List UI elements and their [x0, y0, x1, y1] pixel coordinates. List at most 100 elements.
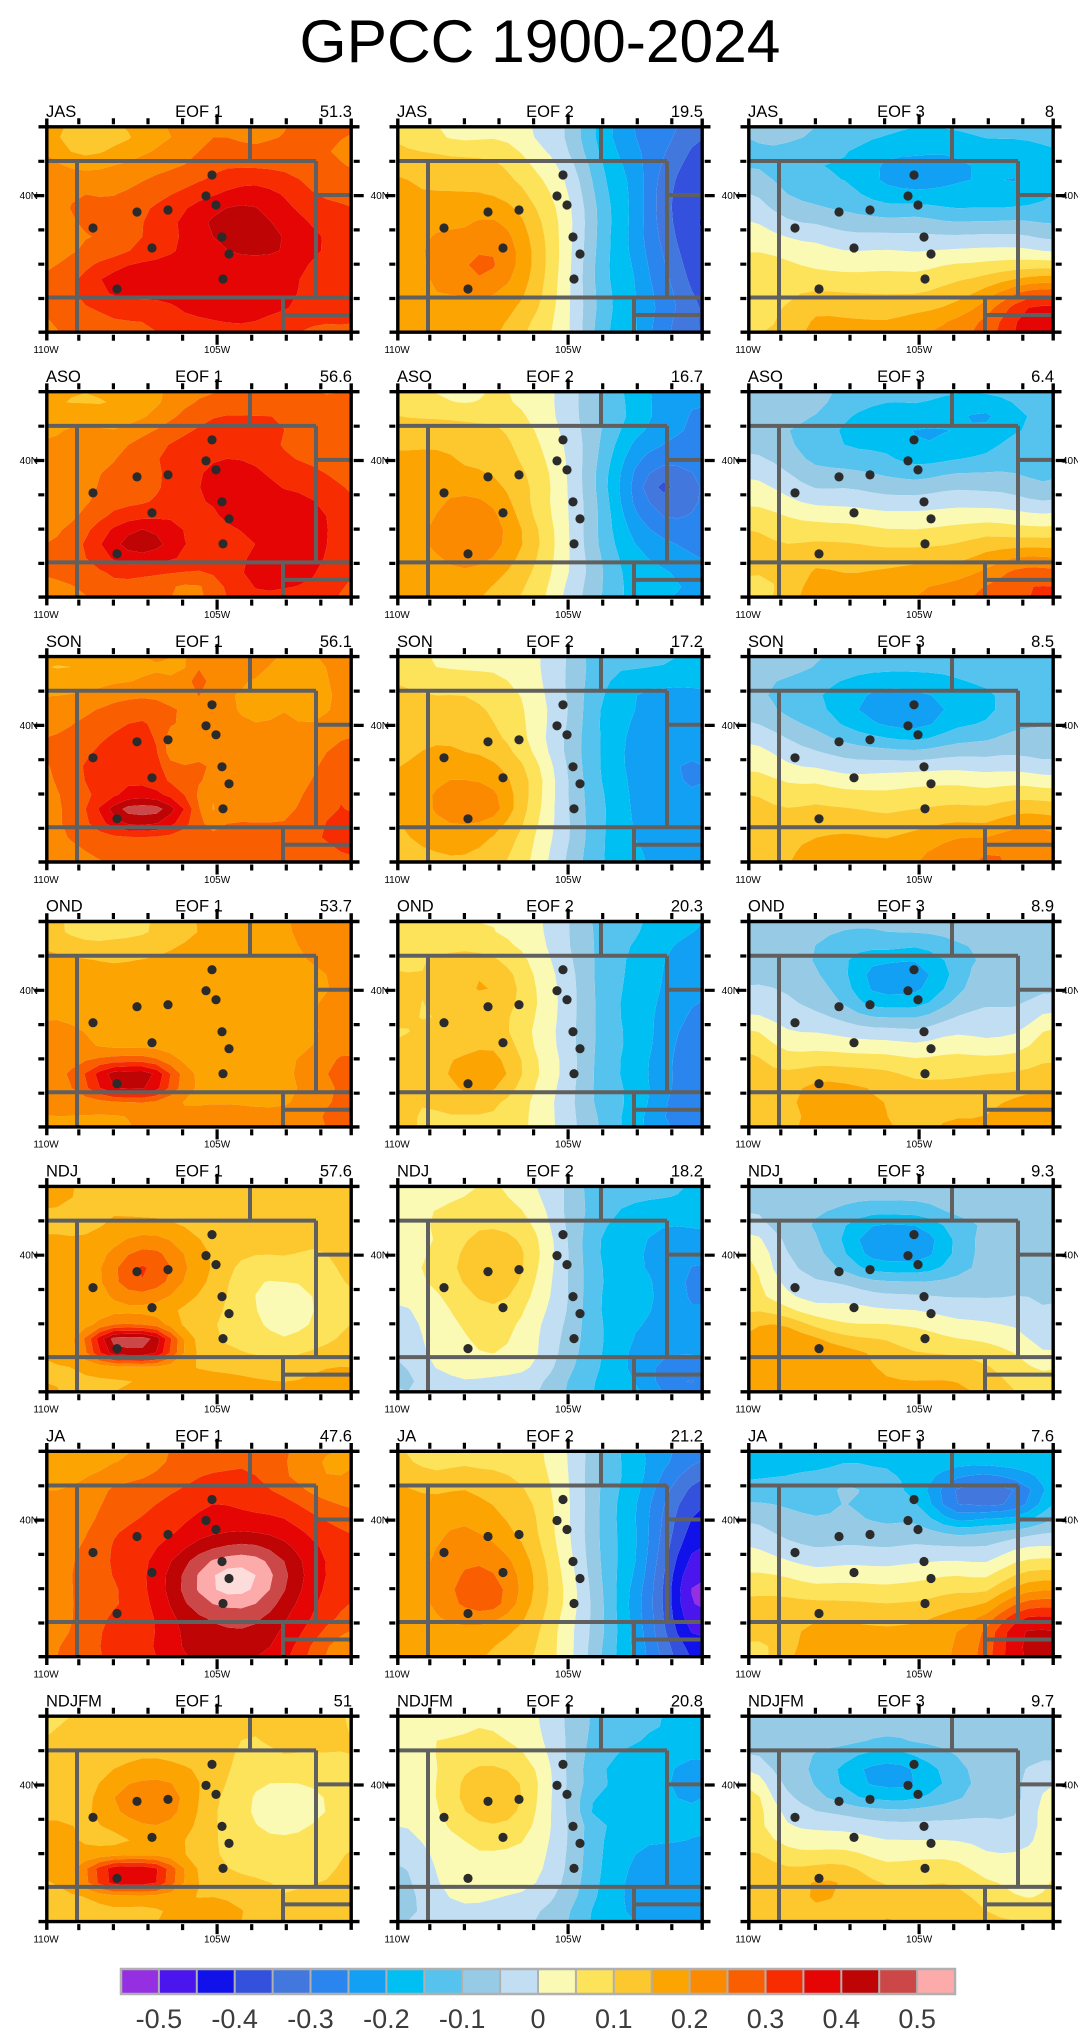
svg-text:110W: 110W	[735, 1934, 761, 1945]
svg-text:EOF 3: EOF 3	[877, 1428, 925, 1446]
svg-text:SON: SON	[748, 633, 784, 651]
svg-text:JA: JA	[748, 1428, 767, 1446]
svg-text:110W: 110W	[33, 1405, 59, 1416]
svg-text:105W: 105W	[204, 1934, 231, 1945]
svg-text:JAS: JAS	[748, 103, 778, 121]
svg-text:0: 0	[530, 2004, 545, 2034]
svg-text:110W: 110W	[735, 875, 761, 886]
svg-text:-0.1: -0.1	[439, 2004, 486, 2034]
svg-text:EOF 3: EOF 3	[877, 368, 925, 386]
svg-text:105W: 105W	[204, 1140, 231, 1151]
svg-text:40N: 40N	[722, 986, 740, 997]
svg-text:105W: 105W	[204, 345, 231, 356]
svg-text:EOF 3: EOF 3	[877, 633, 925, 651]
svg-text:EOF 1: EOF 1	[175, 1428, 223, 1446]
svg-text:53.7: 53.7	[320, 898, 352, 916]
svg-text:40N: 40N	[722, 721, 740, 732]
svg-text:40N: 40N	[371, 1781, 389, 1792]
svg-text:105W: 105W	[906, 1670, 933, 1681]
svg-text:0.2: 0.2	[671, 2004, 709, 2034]
svg-text:105W: 105W	[204, 875, 231, 886]
svg-text:56.6: 56.6	[320, 368, 352, 386]
svg-text:8.9: 8.9	[1031, 898, 1054, 916]
svg-text:9.3: 9.3	[1031, 1163, 1054, 1181]
svg-text:0.1: 0.1	[595, 2004, 633, 2034]
svg-text:SON: SON	[397, 633, 433, 651]
svg-text:7.6: 7.6	[1031, 1428, 1054, 1446]
svg-text:EOF 3: EOF 3	[877, 1163, 925, 1181]
svg-text:110W: 110W	[735, 345, 761, 356]
svg-text:EOF 1: EOF 1	[175, 368, 223, 386]
svg-text:40N: 40N	[20, 456, 38, 467]
svg-text:40N: 40N	[20, 986, 38, 997]
svg-text:NDJFM: NDJFM	[46, 1692, 102, 1710]
svg-text:110W: 110W	[384, 610, 410, 621]
svg-text:0.4: 0.4	[823, 2004, 861, 2034]
svg-text:40N: 40N	[722, 1251, 740, 1262]
svg-text:105W: 105W	[906, 345, 933, 356]
svg-text:NDJFM: NDJFM	[397, 1692, 453, 1710]
svg-text:40N: 40N	[371, 721, 389, 732]
svg-text:JAS: JAS	[397, 103, 427, 121]
svg-text:105W: 105W	[555, 1405, 582, 1416]
svg-text:105W: 105W	[204, 1405, 231, 1416]
svg-text:110W: 110W	[33, 345, 59, 356]
svg-text:ASO: ASO	[748, 368, 783, 386]
svg-text:20.8: 20.8	[671, 1692, 703, 1710]
svg-text:17.2: 17.2	[671, 633, 703, 651]
svg-text:110W: 110W	[735, 610, 761, 621]
svg-text:110W: 110W	[384, 875, 410, 886]
svg-text:110W: 110W	[33, 1934, 59, 1945]
svg-text:20.3: 20.3	[671, 898, 703, 916]
svg-text:SON: SON	[46, 633, 82, 651]
svg-text:110W: 110W	[33, 1670, 59, 1681]
svg-text:-0.2: -0.2	[363, 2004, 410, 2034]
svg-text:40N: 40N	[1062, 191, 1078, 202]
svg-text:40N: 40N	[20, 721, 38, 732]
svg-text:ASO: ASO	[46, 368, 81, 386]
svg-text:NDJ: NDJ	[397, 1163, 429, 1181]
svg-text:40N: 40N	[371, 456, 389, 467]
svg-text:57.6: 57.6	[320, 1163, 352, 1181]
svg-text:110W: 110W	[384, 1405, 410, 1416]
svg-text:40N: 40N	[722, 191, 740, 202]
svg-text:8.5: 8.5	[1031, 633, 1054, 651]
svg-text:EOF 3: EOF 3	[877, 898, 925, 916]
svg-text:EOF 3: EOF 3	[877, 103, 925, 121]
svg-text:-0.3: -0.3	[287, 2004, 334, 2034]
svg-text:105W: 105W	[906, 875, 933, 886]
svg-text:40N: 40N	[371, 1516, 389, 1527]
svg-text:40N: 40N	[20, 1251, 38, 1262]
svg-text:EOF 1: EOF 1	[175, 898, 223, 916]
svg-text:GPCC 1900-2024: GPCC 1900-2024	[300, 7, 781, 75]
svg-text:105W: 105W	[204, 610, 231, 621]
svg-text:105W: 105W	[204, 1670, 231, 1681]
svg-text:NDJFM: NDJFM	[748, 1692, 804, 1710]
svg-text:105W: 105W	[555, 345, 582, 356]
svg-text:40N: 40N	[722, 1516, 740, 1527]
svg-text:40N: 40N	[722, 1781, 740, 1792]
svg-text:40N: 40N	[722, 456, 740, 467]
svg-text:OND: OND	[397, 898, 434, 916]
svg-text:105W: 105W	[906, 610, 933, 621]
svg-text:18.2: 18.2	[671, 1163, 703, 1181]
svg-text:56.1: 56.1	[320, 633, 352, 651]
svg-text:105W: 105W	[906, 1934, 933, 1945]
svg-text:EOF 2: EOF 2	[526, 633, 574, 651]
svg-text:40N: 40N	[1062, 1781, 1078, 1792]
svg-text:110W: 110W	[735, 1140, 761, 1151]
svg-text:40N: 40N	[1062, 1251, 1078, 1262]
svg-text:ASO: ASO	[397, 368, 432, 386]
svg-text:105W: 105W	[906, 1140, 933, 1151]
svg-text:40N: 40N	[1062, 1516, 1078, 1527]
svg-text:0.3: 0.3	[747, 2004, 785, 2034]
svg-text:EOF 2: EOF 2	[526, 1428, 574, 1446]
svg-text:EOF 3: EOF 3	[877, 1692, 925, 1710]
svg-text:40N: 40N	[1062, 986, 1078, 997]
svg-text:40N: 40N	[371, 191, 389, 202]
svg-text:9.7: 9.7	[1031, 1692, 1054, 1710]
svg-text:6.4: 6.4	[1031, 368, 1054, 386]
svg-text:40N: 40N	[20, 1781, 38, 1792]
svg-text:105W: 105W	[906, 1405, 933, 1416]
svg-text:EOF 2: EOF 2	[526, 1163, 574, 1181]
